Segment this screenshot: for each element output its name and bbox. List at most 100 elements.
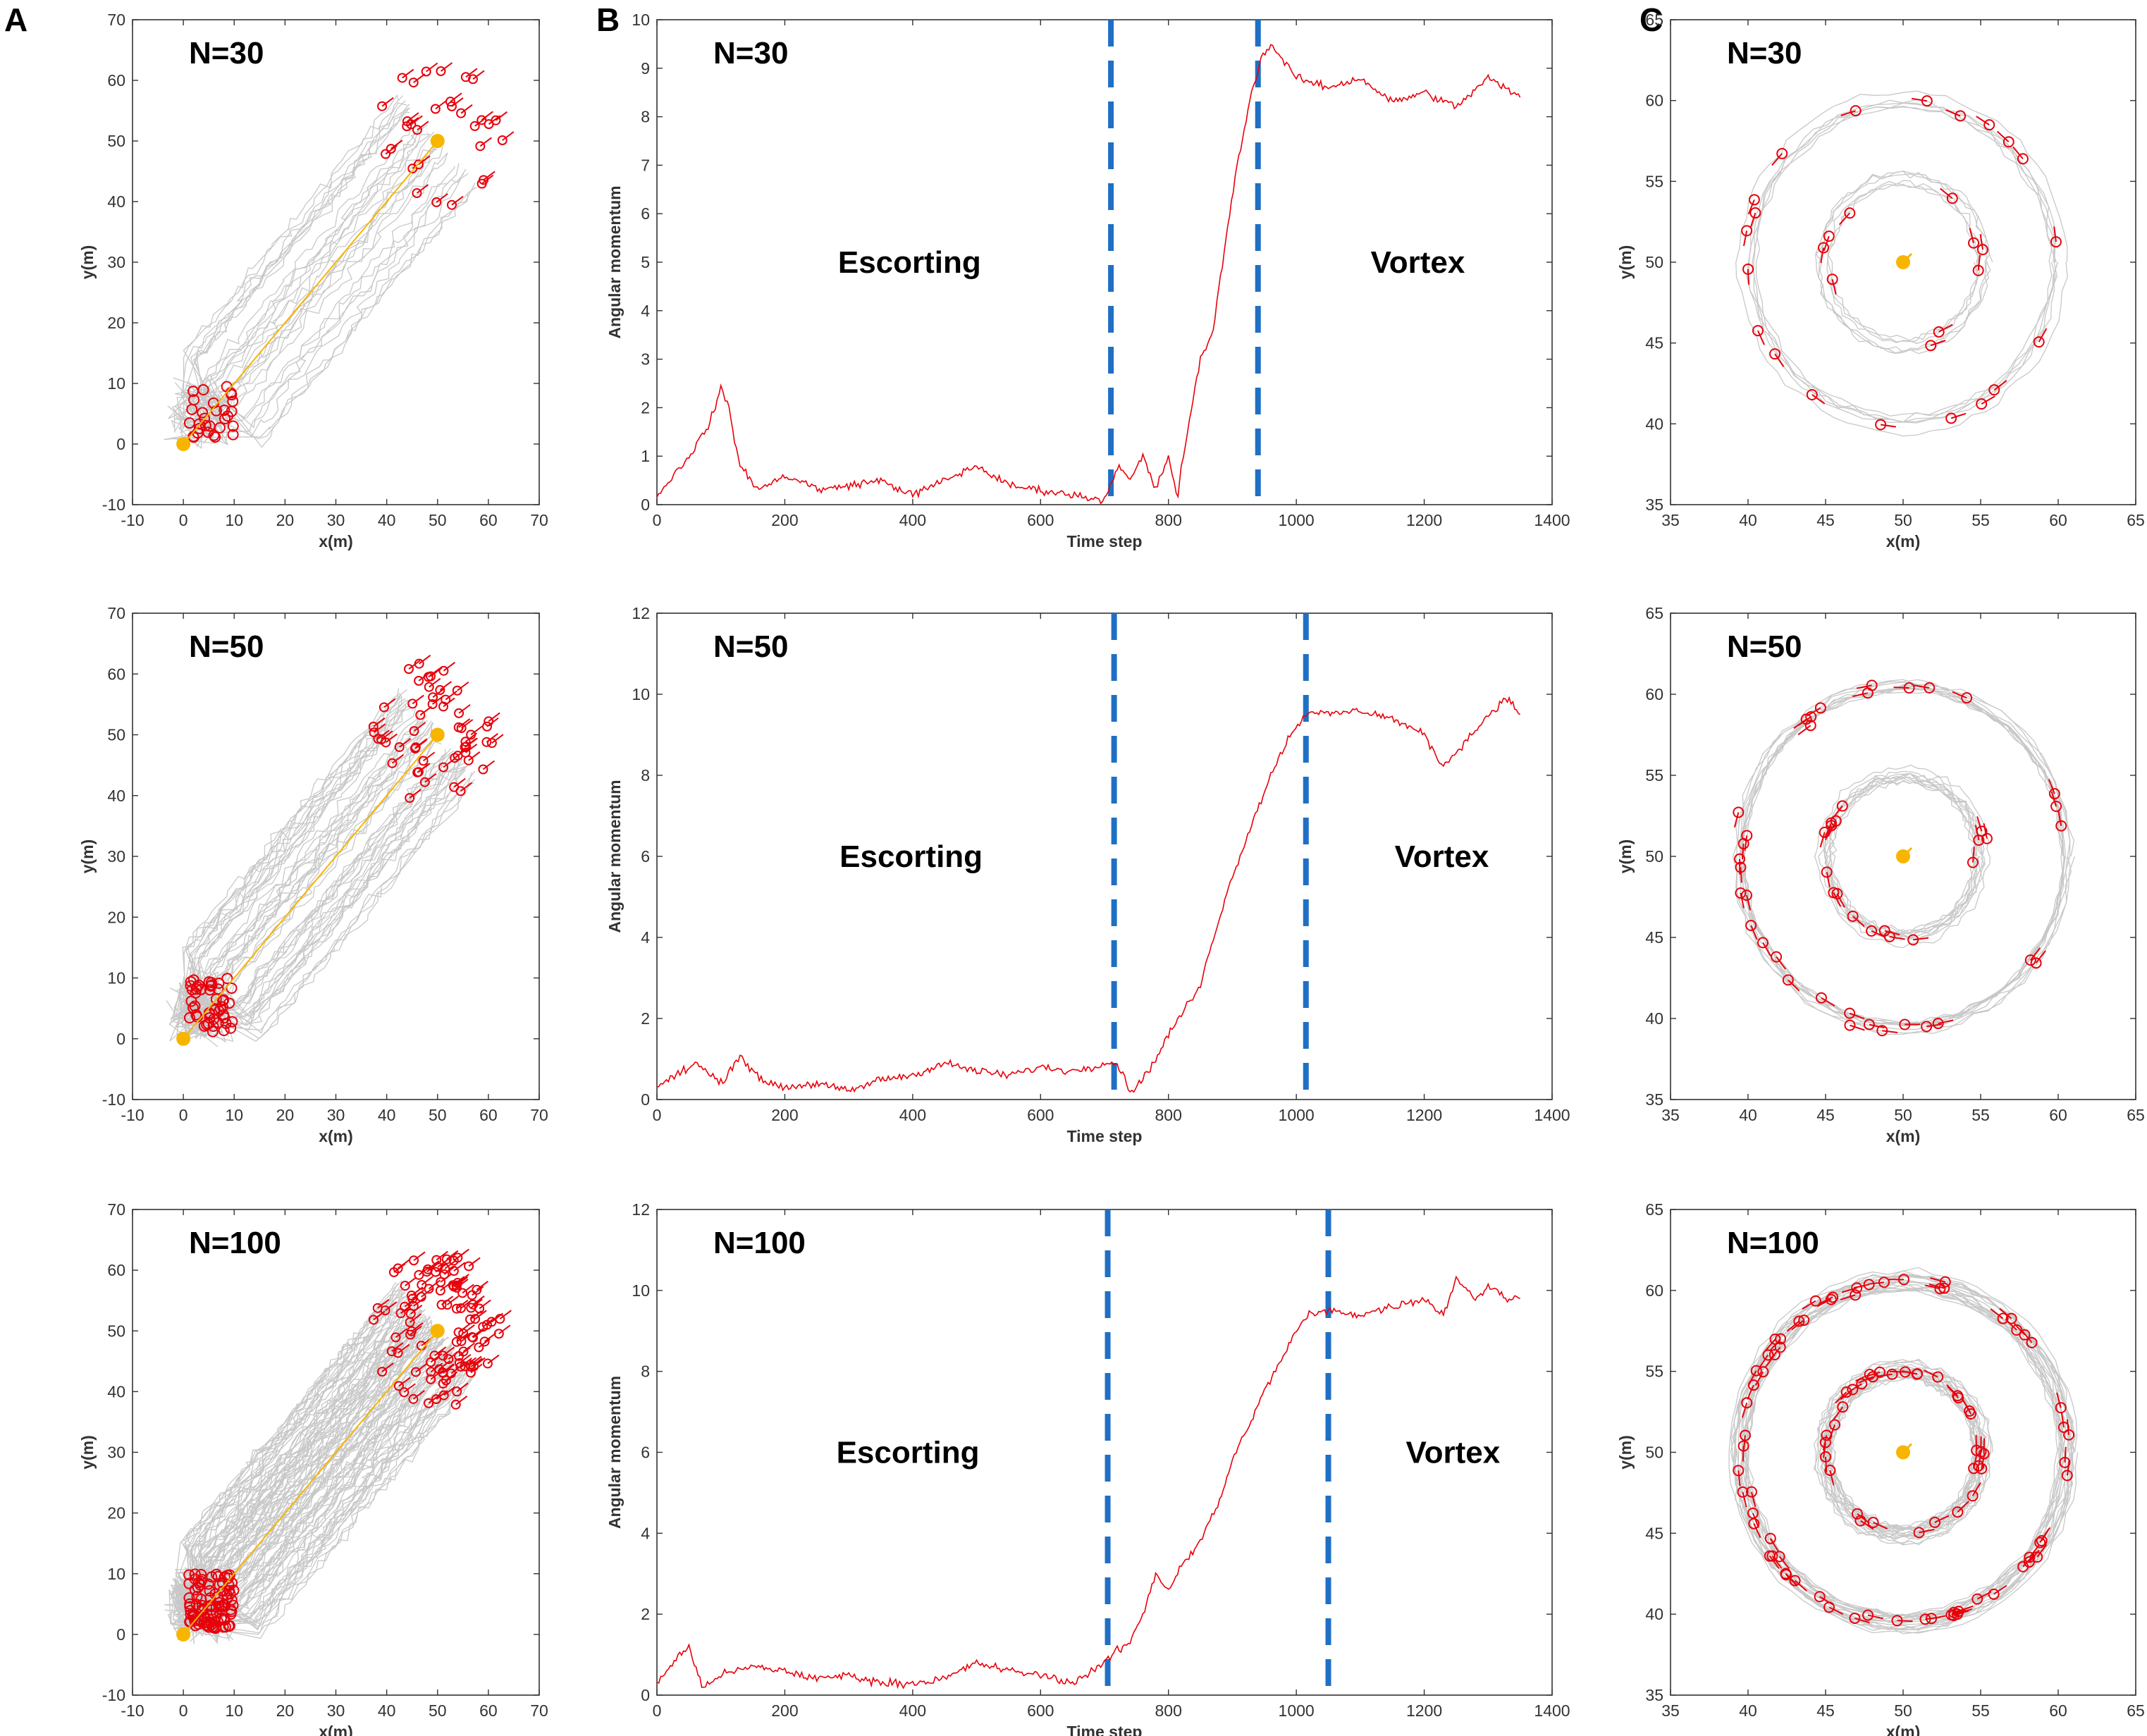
agent-heading-arrow	[441, 1295, 454, 1305]
agent-trail	[177, 689, 407, 1022]
x-tick-label: 20	[276, 511, 295, 529]
agent-heading-arrow	[1793, 718, 1807, 730]
agent-end-marker	[417, 1279, 427, 1290]
x-tick-label: 0	[179, 1106, 188, 1124]
agent-marker	[1854, 1515, 1866, 1527]
agent-heading-arrow	[1778, 1556, 1790, 1570]
agent-heading-arrow	[498, 1324, 511, 1335]
agent-heading-arrow	[1901, 1370, 1917, 1375]
agent-marker	[1862, 1609, 1874, 1621]
agent-marker	[1747, 1379, 1759, 1391]
agent-markers	[183, 1248, 512, 1635]
agent-marker	[1806, 388, 1818, 400]
agent-end-marker	[405, 1317, 415, 1328]
agent-heading-arrow	[1747, 269, 1749, 285]
agent-trail	[184, 186, 477, 448]
agent-heading-arrow	[1993, 380, 2007, 390]
x-tick-label: 40	[378, 1106, 396, 1124]
agent-start-marker	[195, 983, 207, 995]
agent-heading-arrow	[1816, 1298, 1832, 1307]
agent-start-marker	[207, 1026, 219, 1038]
agent-start-marker	[185, 1608, 197, 1620]
agent-trail	[181, 720, 432, 1042]
x-tick-label: 70	[530, 1701, 548, 1720]
agent-end-marker	[407, 1293, 418, 1304]
agent-marker	[1866, 679, 1878, 691]
agent-heading-arrow	[400, 1304, 413, 1314]
agent-marker	[1938, 1282, 1950, 1294]
agent-marker	[1997, 1312, 2009, 1324]
agent-trails	[1732, 679, 2076, 1035]
agent-heading-arrow	[1938, 1019, 1954, 1025]
agent-end-marker	[458, 1328, 469, 1338]
agent-heading-arrow	[428, 1394, 441, 1404]
y-tick-label: 40	[107, 192, 125, 211]
agent-trail	[175, 95, 403, 426]
agent-trail	[178, 1291, 407, 1634]
orbit-trail	[1825, 1372, 1981, 1529]
agent-heading-arrow	[1829, 1470, 1835, 1486]
agent-heading-arrow	[2050, 791, 2057, 807]
agent-marker	[1757, 1366, 1769, 1378]
agent-marker	[2005, 1312, 2017, 1324]
agent-end-marker	[408, 1393, 419, 1404]
orbit-trail	[1733, 1275, 2076, 1630]
x-tick-label: 70	[530, 1106, 548, 1124]
agent-trails	[164, 94, 477, 450]
agent-start-marker	[188, 394, 200, 406]
agent-end-marker	[426, 1374, 436, 1384]
agent-heading-arrow	[2053, 226, 2057, 242]
y-tick-label: 4	[641, 1524, 650, 1542]
y-tick-label: 35	[1645, 1686, 1663, 1704]
agent-start-marker	[210, 993, 222, 1005]
agent-marker	[1939, 1276, 1951, 1288]
agent-heading-arrow	[443, 1265, 456, 1275]
agent-heading-arrow	[1852, 692, 1869, 698]
agent-marker	[1925, 340, 1937, 352]
agent-heading-arrow	[1785, 1574, 1798, 1587]
agent-end-marker	[414, 675, 424, 686]
orbit-trail	[1735, 679, 2076, 1035]
y-tick-label: 40	[1645, 1009, 1663, 1028]
agent-end-marker	[470, 1314, 481, 1324]
agent-trails	[1735, 90, 2068, 437]
agent-marker	[1850, 1289, 1862, 1301]
agent-heading-arrow	[1759, 1354, 1769, 1369]
orbit-trail	[1735, 90, 2068, 437]
agent-heading-arrow	[1871, 930, 1886, 938]
x-tick-label: 55	[1971, 1701, 1990, 1720]
y-tick-label: 65	[1645, 1200, 1663, 1219]
x-tick-label: 40	[1739, 511, 1757, 529]
agent-marker	[1945, 412, 1957, 424]
orbit-trail	[1830, 1374, 1978, 1530]
agent-trail	[174, 764, 469, 1038]
y-axis-label: y(m)	[1616, 245, 1635, 280]
agent-end-marker	[497, 135, 507, 145]
agent-heading-arrow	[443, 1374, 455, 1384]
agent-end-marker	[403, 664, 414, 675]
y-axis-label: Angular momentum	[605, 185, 624, 338]
agent-heading-arrow	[446, 1250, 459, 1260]
agent-trail	[176, 756, 458, 1038]
x-tick-label: 40	[378, 1701, 396, 1720]
agent-end-marker	[387, 758, 398, 768]
target-start-marker	[176, 1627, 191, 1642]
agent-heading-arrow	[1856, 684, 1872, 689]
agent-marker	[1748, 1518, 1760, 1529]
agent-marker	[1976, 244, 1988, 256]
plot-area: -10 0 10 20 30 40 50 60 70-10010203040506070x(m)…	[78, 11, 2145, 1736]
agent-start-marker	[226, 1016, 238, 1028]
agent-heading-arrow	[476, 1281, 488, 1291]
agent-end-marker	[441, 1254, 452, 1264]
orbit-trail	[1738, 682, 2071, 1030]
agent-heading-arrow	[464, 1357, 476, 1367]
agent-marker	[1933, 326, 1945, 338]
agent-heading-arrow	[1993, 1584, 2007, 1595]
agent-heading-arrow	[1983, 823, 1988, 839]
agent-start-marker	[202, 1578, 214, 1590]
agent-end-marker	[474, 1342, 484, 1353]
agent-end-marker	[454, 708, 465, 718]
agent-marker	[1823, 230, 1835, 242]
agent-heading-arrow	[373, 723, 386, 733]
agent-markers	[183, 62, 515, 443]
